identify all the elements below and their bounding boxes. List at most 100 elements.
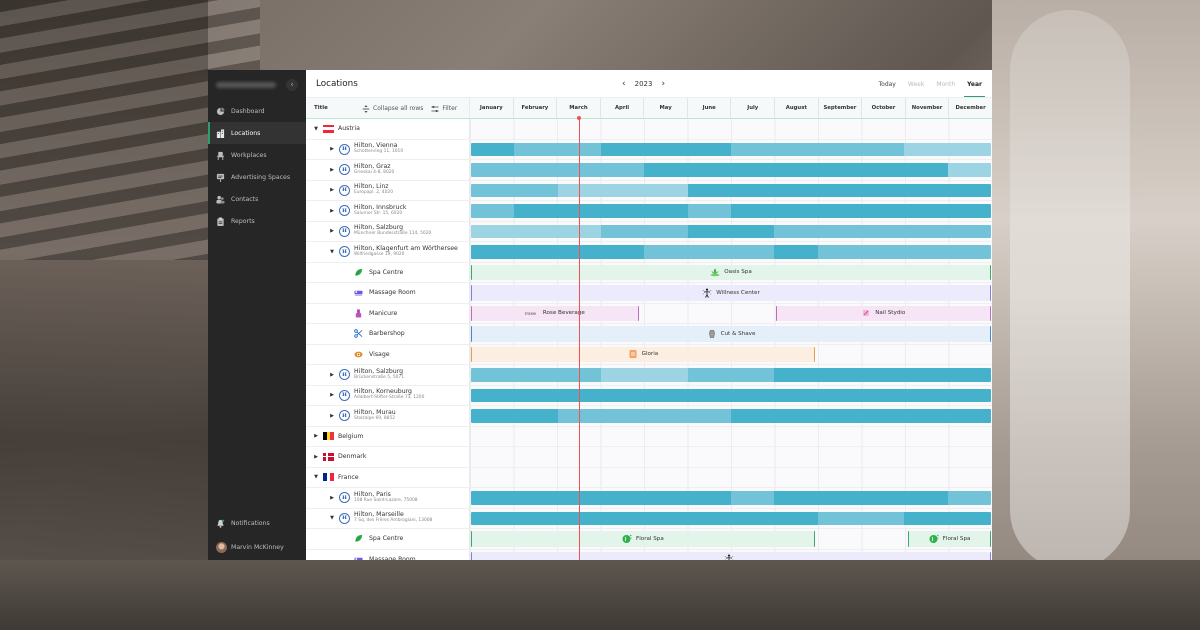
occupancy-bar[interactable] (471, 245, 991, 259)
collapse-icon (362, 104, 370, 113)
booking-block[interactable] (471, 551, 991, 560)
row-timeline[interactable]: rose Rose Beverage Nail Stydio (470, 303, 992, 323)
occupancy-bar[interactable] (471, 491, 991, 505)
occupancy-segment-mid (514, 142, 601, 156)
booking-block[interactable]: Gloria (471, 346, 815, 362)
hotel-text: Hilton, Linz Europapl. 2, 4020 (354, 184, 393, 196)
country-name: Belgium (338, 432, 364, 440)
caret-right-icon[interactable]: ▶ (330, 228, 334, 235)
view-week-button[interactable]: Week (907, 80, 925, 88)
hotel-row-title[interactable]: ▶ H Hilton, Murau Stolzalpe 69, 8852 (306, 406, 470, 426)
occupancy-bar[interactable] (471, 204, 991, 218)
sidebar-item-reports[interactable]: Reports (208, 210, 306, 232)
occupancy-bar[interactable] (471, 142, 991, 156)
row-timeline[interactable]: Floral Spa Floral Spa (470, 529, 992, 549)
caret-down-icon[interactable]: ▼ (330, 515, 334, 522)
occupancy-bar[interactable] (471, 511, 991, 525)
hotel-row-title[interactable]: ▶ H Hilton, Linz Europapl. 2, 4020 (306, 180, 470, 200)
occupancy-bar[interactable] (471, 388, 991, 402)
sidebar-item-advertising-spaces[interactable]: Advertising Spaces (208, 166, 306, 188)
hotel-row-title[interactable]: ▶ H Hilton, Vienna Schottenring 11, 1010 (306, 139, 470, 159)
row-timeline[interactable] (470, 160, 992, 180)
booking-block[interactable]: Nail Stydio (775, 305, 991, 321)
booking-block[interactable]: rose Rose Beverage (471, 305, 639, 321)
hotel-row-title[interactable]: ▶ H Hilton, Innsbruck Salurner Str. 15, 602… (306, 201, 470, 221)
row-timeline[interactable] (470, 488, 992, 508)
caret-right-icon[interactable]: ▶ (330, 207, 334, 214)
row-timeline[interactable] (470, 426, 992, 446)
user-profile[interactable]: Marvin McKinney (208, 534, 306, 560)
view-today-button[interactable]: Today (878, 80, 896, 88)
booking-block[interactable]: Cut & Shave (471, 326, 991, 342)
row-timeline[interactable] (470, 406, 992, 426)
caret-right-icon[interactable]: ▶ (330, 166, 334, 173)
row-timeline[interactable] (470, 242, 992, 262)
hotel-row-title[interactable]: ▶ H Hilton, Salzburg Münchner Bundesstraße … (306, 221, 470, 241)
occupancy-bar[interactable] (471, 183, 991, 197)
hotel-row-title[interactable]: ▼ H Hilton, Marseille 7 Sq. des Frères Ambr… (306, 508, 470, 528)
country-row-title[interactable]: ▼ France (306, 467, 470, 487)
hotel-row-title[interactable]: ▶ H Hilton, Korneuburg Adalbert-Stifter-Str… (306, 385, 470, 405)
view-month-button[interactable]: Month (936, 80, 956, 88)
occupancy-segment-mid (471, 368, 601, 382)
row-timeline[interactable]: Cut & Shave (470, 324, 992, 344)
row-timeline[interactable] (470, 221, 992, 241)
caret-right-icon[interactable]: ▶ (314, 433, 318, 440)
collapse-all-rows-button[interactable]: Collapse all rows (362, 104, 423, 113)
caret-right-icon[interactable]: ▶ (330, 146, 334, 153)
row-timeline[interactable] (470, 385, 992, 405)
contacts-icon (216, 195, 225, 204)
country-row-title[interactable]: ▶ Belgium (306, 426, 470, 446)
hotel-row-title[interactable]: ▶ H Hilton, Graz Grieskai 4-8, 8020 (306, 160, 470, 180)
caret-right-icon[interactable]: ▶ (330, 494, 334, 501)
sidebar-item-contacts[interactable]: Contacts (208, 188, 306, 210)
clipboard-icon (216, 216, 225, 226)
caret-down-icon[interactable]: ▼ (314, 474, 318, 481)
hotel-row-title[interactable]: ▶ H Hilton, Paris 108 Rue Saint-Lazare, 750… (306, 488, 470, 508)
booking-block[interactable]: Floral Spa (471, 531, 815, 547)
sidebar-item-dashboard[interactable]: Dashboard (208, 100, 306, 122)
hotel-row-title[interactable]: ▶ H Hilton, Salzburg Brückenstraße 5, 5071 (306, 365, 470, 385)
country-row-title[interactable]: ▼ Austria (306, 119, 470, 139)
row-timeline[interactable] (470, 447, 992, 467)
caret-right-icon[interactable]: ▶ (314, 453, 318, 460)
current-year: 2023 (634, 80, 653, 88)
row-timeline[interactable] (470, 201, 992, 221)
sidebar-item-workplaces[interactable]: Workplaces (208, 144, 306, 166)
view-year-button[interactable]: Year (961, 70, 988, 98)
row-timeline[interactable] (470, 365, 992, 385)
row-timeline[interactable] (470, 139, 992, 159)
row-timeline[interactable]: Willness Center (470, 283, 992, 303)
row-timeline[interactable]: Oasis Spa (470, 262, 992, 282)
space-row-title: Visage (306, 344, 470, 364)
collapse-sidebar-button[interactable]: ‹ (286, 79, 298, 91)
booking-block[interactable]: Oasis Spa (471, 264, 991, 280)
row-timeline[interactable] (470, 549, 992, 560)
occupancy-bar[interactable] (471, 409, 991, 423)
occupancy-bar[interactable] (471, 163, 991, 177)
booking-block[interactable]: Willness Center (471, 285, 991, 301)
notifications-button[interactable]: Notifications (208, 512, 306, 534)
hotel-row-title[interactable]: ▼ H Hilton, Klagenfurt am Wörthersee Wilfri… (306, 242, 470, 262)
occupancy-bar[interactable] (471, 368, 991, 382)
caret-right-icon[interactable]: ▶ (330, 371, 334, 378)
filter-button[interactable]: Filter (431, 105, 457, 113)
row-timeline[interactable]: Gloria (470, 344, 992, 364)
caret-right-icon[interactable]: ▶ (330, 187, 334, 194)
country-row-title[interactable]: ▶ Denmark (306, 447, 470, 467)
caret-down-icon[interactable]: ▼ (330, 248, 334, 255)
row-timeline[interactable] (470, 119, 992, 139)
booking-block[interactable]: Floral Spa (908, 531, 991, 547)
sidebar-item-locations[interactable]: Locations (208, 122, 306, 144)
occupancy-bar[interactable] (471, 224, 991, 238)
caret-down-icon[interactable]: ▼ (314, 125, 318, 132)
caret-right-icon[interactable]: ▶ (330, 392, 334, 399)
chevron-left-icon: ‹ (622, 79, 626, 89)
next-year-button[interactable]: › (661, 79, 665, 89)
row-timeline[interactable] (470, 180, 992, 200)
sidebar-item-label: Reports (231, 217, 255, 225)
prev-year-button[interactable]: ‹ (622, 79, 626, 89)
caret-right-icon[interactable]: ▶ (330, 412, 334, 419)
row-timeline[interactable] (470, 467, 992, 487)
row-timeline[interactable] (470, 508, 992, 528)
